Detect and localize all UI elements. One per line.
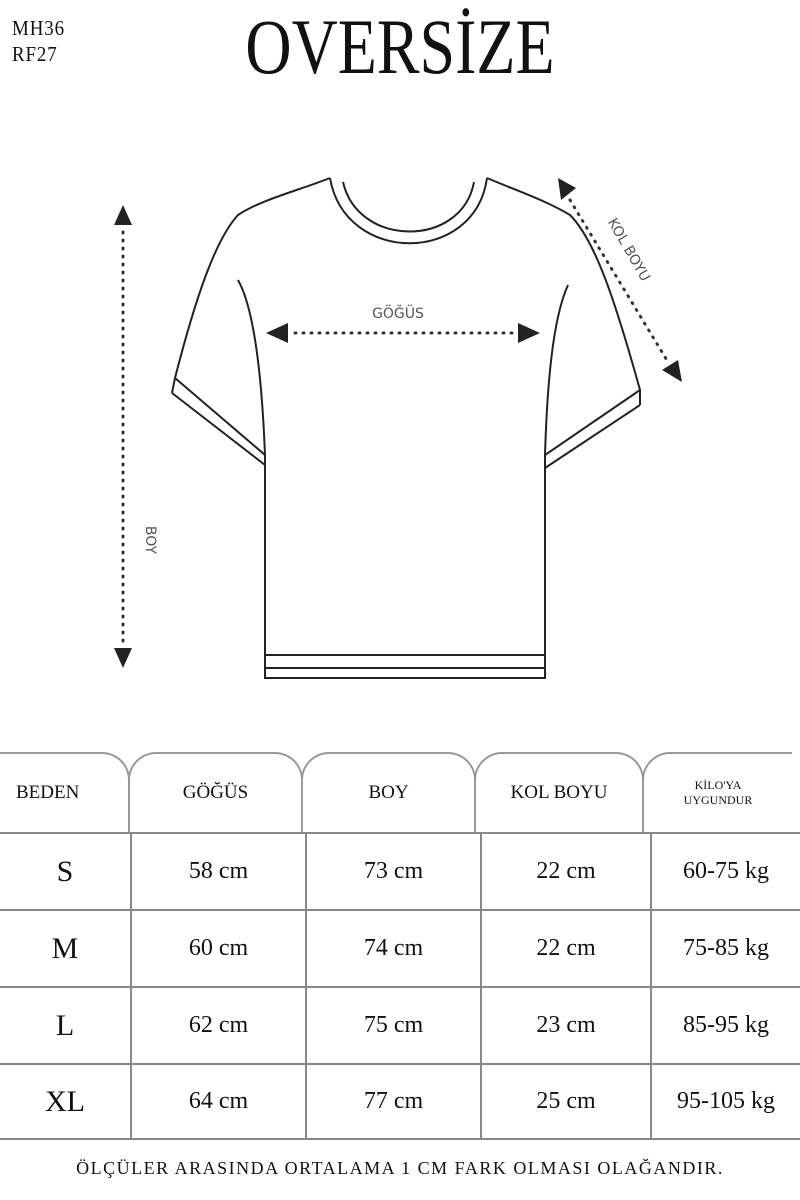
chest-cell: 60 cm — [130, 911, 305, 986]
size-cell: XL — [45, 1084, 85, 1118]
weight-cell: 95-105 kg — [650, 1065, 800, 1138]
tshirt-outline — [171, 177, 642, 679]
length-cell: 73 cm — [305, 834, 480, 909]
length-cell: 75 cm — [305, 988, 480, 1063]
sleeve-cell: 22 cm — [480, 834, 650, 909]
header-weight-line2: UYGUNDUR — [683, 793, 753, 807]
table-row: L 62 cm 75 cm 23 cm 85-95 kg — [0, 986, 800, 1063]
sleeve-arrow — [558, 178, 682, 382]
product-code: MH36 — [12, 16, 65, 40]
footer-note: ÖLÇÜLER ARASINDA ORTALAMA 1 CM FARK OLMA… — [76, 1158, 724, 1178]
length-label: BOY — [142, 526, 158, 555]
length-cell: 77 cm — [305, 1065, 480, 1138]
size-cell: S — [56, 854, 74, 888]
chest-label: GÖĞÜS — [372, 304, 424, 322]
header-sleeve: KOL BOYU — [474, 752, 644, 832]
sleeve-cell: 22 cm — [480, 911, 650, 986]
table-row: XL 64 cm 77 cm 25 cm 95-105 kg — [0, 1063, 800, 1140]
header-weight-line1: KİLO'YA — [694, 778, 742, 792]
header-length: BOY — [301, 752, 476, 832]
weight-cell: 85-95 kg — [650, 988, 800, 1063]
table-row: M 60 cm 74 cm 22 cm 75-85 kg — [0, 909, 800, 986]
sleeve-cell: 23 cm — [480, 988, 650, 1063]
weight-cell: 60-75 kg — [650, 834, 800, 909]
chest-cell: 58 cm — [130, 834, 305, 909]
header-chest: GÖĞÜS — [128, 752, 303, 832]
table-row: S 58 cm 73 cm 22 cm 60-75 kg — [0, 832, 800, 909]
size-cell: M — [51, 931, 79, 965]
size-table: BEDEN GÖĞÜS BOY KOL BOYU KİLO'YA UYGUNDUR… — [0, 752, 800, 1140]
size-cell: L — [55, 1008, 75, 1042]
header-weight: KİLO'YA UYGUNDUR — [642, 752, 792, 832]
product-code: RF27 — [12, 42, 58, 66]
chest-cell: 62 cm — [130, 988, 305, 1063]
sleeve-cell: 25 cm — [480, 1065, 650, 1138]
length-cell: 74 cm — [305, 911, 480, 986]
header-size: BEDEN — [0, 752, 130, 832]
page-title: OVERSİZE — [245, 3, 555, 90]
chest-cell: 64 cm — [130, 1065, 305, 1138]
table-header: BEDEN GÖĞÜS BOY KOL BOYU KİLO'YA UYGUNDUR — [0, 752, 800, 832]
weight-cell: 75-85 kg — [650, 911, 800, 986]
tshirt-diagram: BOY GÖĞÜS KOL BOYU — [114, 177, 682, 679]
chest-arrow — [266, 323, 540, 343]
sleeve-label: KOL BOYU — [604, 216, 653, 285]
length-arrow — [114, 205, 132, 668]
